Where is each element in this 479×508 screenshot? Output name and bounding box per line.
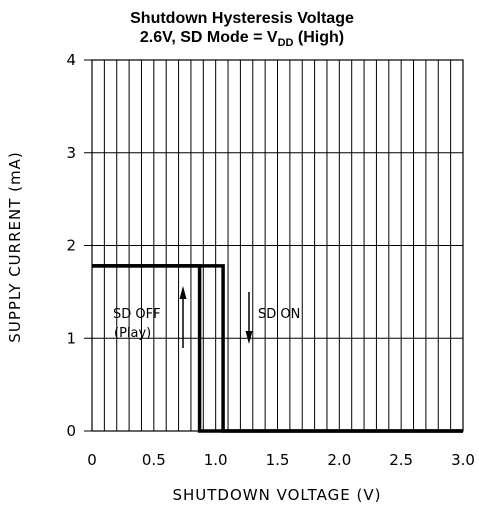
chart-title-line1: Shutdown Hysteresis Voltage [130, 10, 354, 27]
x-tick-label: 3.0 [451, 451, 475, 469]
y-tick-label: 1 [66, 329, 76, 347]
chart-title-line2: 2.6V, SD Mode = VDD (High) [140, 29, 344, 49]
series-line-2 [92, 264, 463, 433]
y-tick-label: 2 [66, 237, 76, 255]
x-axis-label: SHUTDOWN VOLTAGE (V) [172, 486, 381, 504]
y-tick-labels: 0 1 2 3 4 [66, 51, 76, 440]
annotation-sd-on: SD ON [258, 307, 300, 322]
y-axis-label: SUPPLY CURRENT (mA) [6, 151, 24, 342]
y-tick-label: 4 [66, 51, 76, 69]
series-group [92, 264, 463, 433]
x-tick-label: 0 [87, 451, 97, 469]
x-tick-label: 0.5 [142, 451, 166, 469]
x-tick-label: 2.0 [327, 451, 351, 469]
grid [84, 59, 464, 432]
y-tick-label: 3 [66, 144, 76, 162]
x-tick-label: 2.5 [389, 451, 413, 469]
x-tick-label: 1.0 [204, 451, 228, 469]
x-tick-labels: 0 0.5 1.0 1.5 2.0 2.5 3.0 [87, 451, 475, 469]
y-tick-label: 0 [66, 422, 76, 440]
x-tick-label: 1.5 [266, 451, 290, 469]
annotations: SD OFF (Play) SD ON [113, 286, 300, 348]
annotation-play: (Play) [114, 326, 151, 341]
annotation-sd-off: SD OFF [113, 307, 161, 322]
down-arrow-icon [245, 292, 253, 344]
up-arrow-icon [179, 286, 187, 348]
